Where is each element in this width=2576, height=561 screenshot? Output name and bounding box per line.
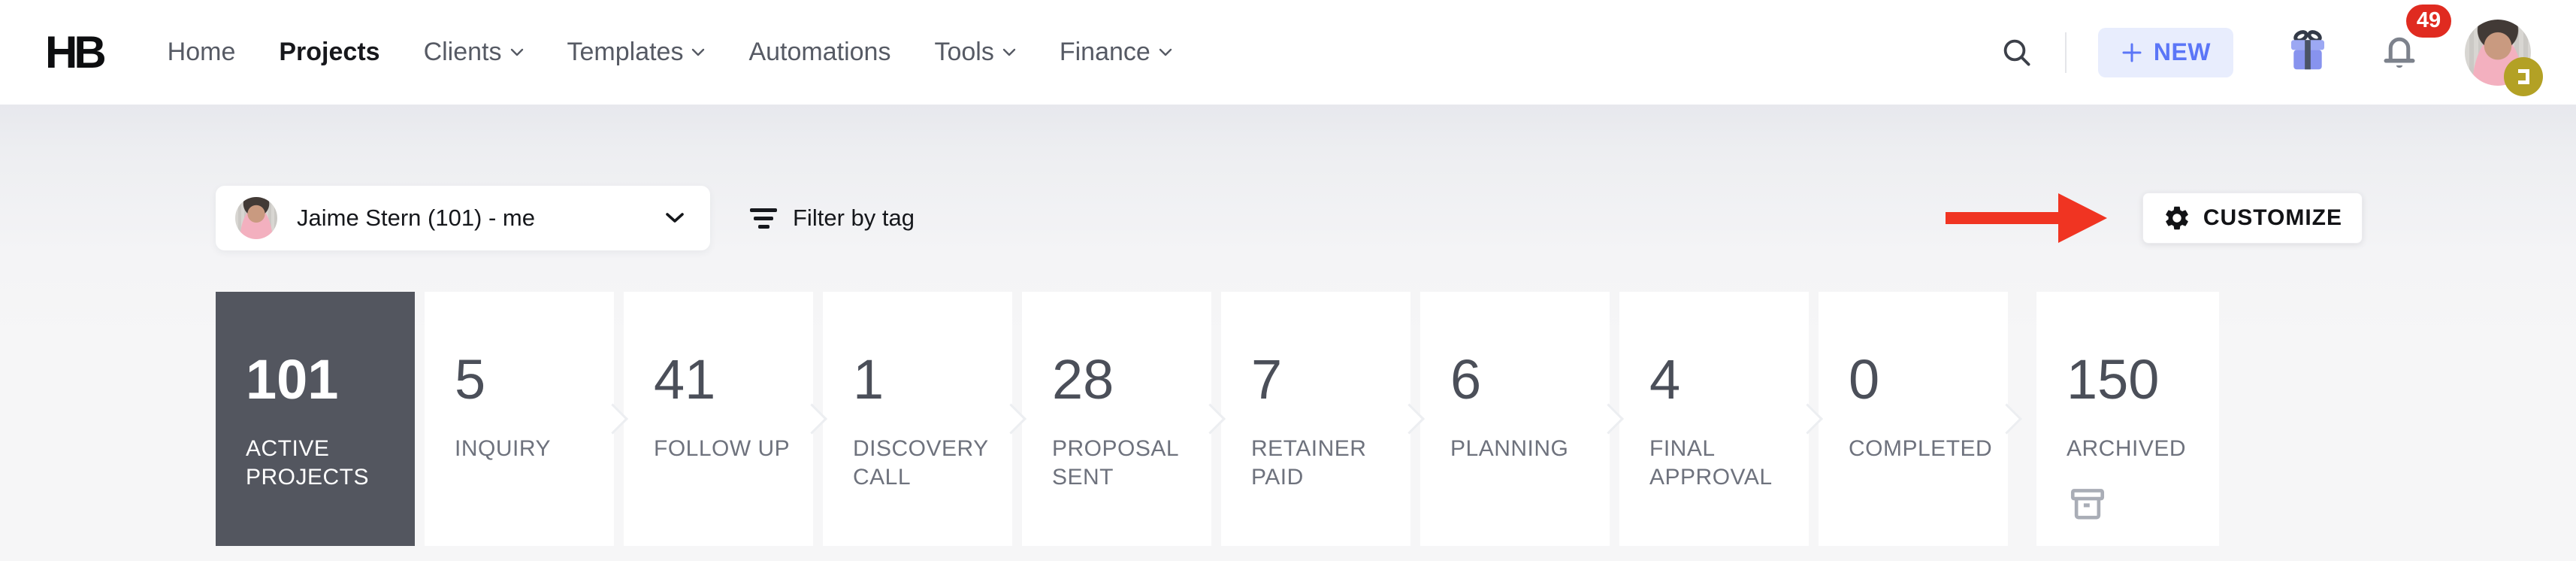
nav-item-projects[interactable]: Projects <box>279 38 379 67</box>
new-button-label: NEW <box>2153 38 2211 65</box>
stage-card-follow-up[interactable]: 41 FOLLOW UP <box>624 292 813 546</box>
stage-card-proposal-sent[interactable]: 28 PROPOSAL SENT <box>1022 292 1211 546</box>
page-content: Jaime Stern (101) - me Filter by tag <box>0 105 2576 561</box>
stage-count: 5 <box>455 348 486 411</box>
stage-count: 101 <box>246 348 339 411</box>
stage-label: PLANNING <box>1450 436 1569 461</box>
stage-label: ACTIVE PROJECTS <box>246 436 370 490</box>
nav-item-clients[interactable]: Clients <box>424 38 524 67</box>
stage-label: FINAL APPROVAL <box>1649 436 1773 490</box>
notifications: 49 <box>2378 4 2451 75</box>
stage-label: ARCHIVED <box>2067 436 2187 461</box>
nav-item-automations[interactable]: Automations <box>748 38 890 67</box>
nav-label: Clients <box>423 38 502 66</box>
header-actions: NEW 49 <box>1999 4 2543 96</box>
chevron-down-icon <box>1159 48 1172 56</box>
plus-icon <box>2121 41 2143 64</box>
filter-icon <box>749 208 778 229</box>
stage-count: 7 <box>1251 348 1283 411</box>
membership-badge-icon <box>2504 56 2543 96</box>
stage-card-inquiry[interactable]: 5 INQUIRY <box>425 292 614 546</box>
bell-icon[interactable] <box>2378 30 2421 75</box>
chevron-down-icon <box>665 212 685 224</box>
chevron-down-icon <box>691 48 705 56</box>
customize-label: CUSTOMIZE <box>2203 205 2342 230</box>
stage-label: INQUIRY <box>455 436 551 461</box>
nav-item-finance[interactable]: Finance <box>1060 38 1172 67</box>
stage-label: DISCOVERY CALL <box>853 436 989 490</box>
toolbar-right: CUSTOMIZE <box>1945 191 2363 245</box>
nav-item-templates[interactable]: Templates <box>567 38 706 67</box>
chevron-down-icon <box>510 48 524 56</box>
gear-icon <box>2163 204 2191 232</box>
stage-count: 4 <box>1649 348 1681 411</box>
stage-count: 150 <box>2067 348 2160 411</box>
stage-count: 28 <box>1052 348 1114 411</box>
nav-label: Templates <box>567 38 684 66</box>
new-button[interactable]: NEW <box>2097 27 2233 77</box>
stage-card-planning[interactable]: 6 PLANNING <box>1420 292 1610 546</box>
header-divider <box>2064 32 2067 73</box>
pipeline-stages: 101 ACTIVE PROJECTS 5 INQUIRY 41 FOLLOW … <box>216 292 2219 546</box>
stage-card-discovery-call[interactable]: 1 DISCOVERY CALL <box>823 292 1012 546</box>
red-annotation-arrow <box>1945 191 2108 245</box>
stage-card-final-approval[interactable]: 4 FINAL APPROVAL <box>1619 292 1809 546</box>
nav-item-home[interactable]: Home <box>168 38 236 67</box>
search-icon[interactable] <box>1999 35 2035 71</box>
nav-label: Automations <box>748 38 891 66</box>
member-avatar <box>235 197 277 239</box>
notification-count-badge: 49 <box>2406 4 2451 38</box>
stage-label: FOLLOW UP <box>654 436 791 461</box>
stage-card-retainer-paid[interactable]: 7 RETAINER PAID <box>1221 292 1410 546</box>
nav-label: Tools <box>934 38 994 66</box>
top-nav-bar: HB Home Projects Clients Templates <box>0 0 2576 105</box>
nav-item-tools[interactable]: Tools <box>934 38 1016 67</box>
filters-toolbar: Jaime Stern (101) - me Filter by tag <box>216 186 2363 250</box>
team-member-dropdown[interactable]: Jaime Stern (101) - me <box>216 186 710 250</box>
user-avatar[interactable] <box>2465 19 2543 96</box>
member-dropdown-value: Jaime Stern (101) - me <box>297 205 535 231</box>
stage-count: 0 <box>1849 348 1880 411</box>
main-nav: Home Projects Clients Templates Automati… <box>168 38 1172 67</box>
nav-label: Projects <box>279 38 380 66</box>
stage-count: 6 <box>1450 348 1482 411</box>
stage-label: PROPOSAL SENT <box>1052 436 1178 490</box>
stage-card-completed[interactable]: 0 COMPLETED <box>1819 292 2008 546</box>
stage-count: 1 <box>853 348 884 411</box>
customize-button[interactable]: CUSTOMIZE <box>2142 193 2363 244</box>
stage-card-archived[interactable]: 150 ARCHIVED <box>2036 292 2219 546</box>
filter-by-tag-label: Filter by tag <box>793 205 915 231</box>
archive-box-icon <box>2067 483 2198 530</box>
honeybook-logo[interactable]: HB <box>45 27 107 77</box>
nav-label: Home <box>167 38 236 66</box>
chevron-down-icon <box>1002 48 1016 56</box>
filter-by-tag-button[interactable]: Filter by tag <box>749 205 915 232</box>
stage-card-active-projects[interactable]: 101 ACTIVE PROJECTS <box>216 292 415 546</box>
gift-icon[interactable] <box>2283 26 2333 79</box>
stage-label: RETAINER PAID <box>1251 436 1367 490</box>
nav-label: Finance <box>1059 38 1150 66</box>
stage-count: 41 <box>654 348 716 411</box>
stage-label: COMPLETED <box>1849 436 1993 461</box>
